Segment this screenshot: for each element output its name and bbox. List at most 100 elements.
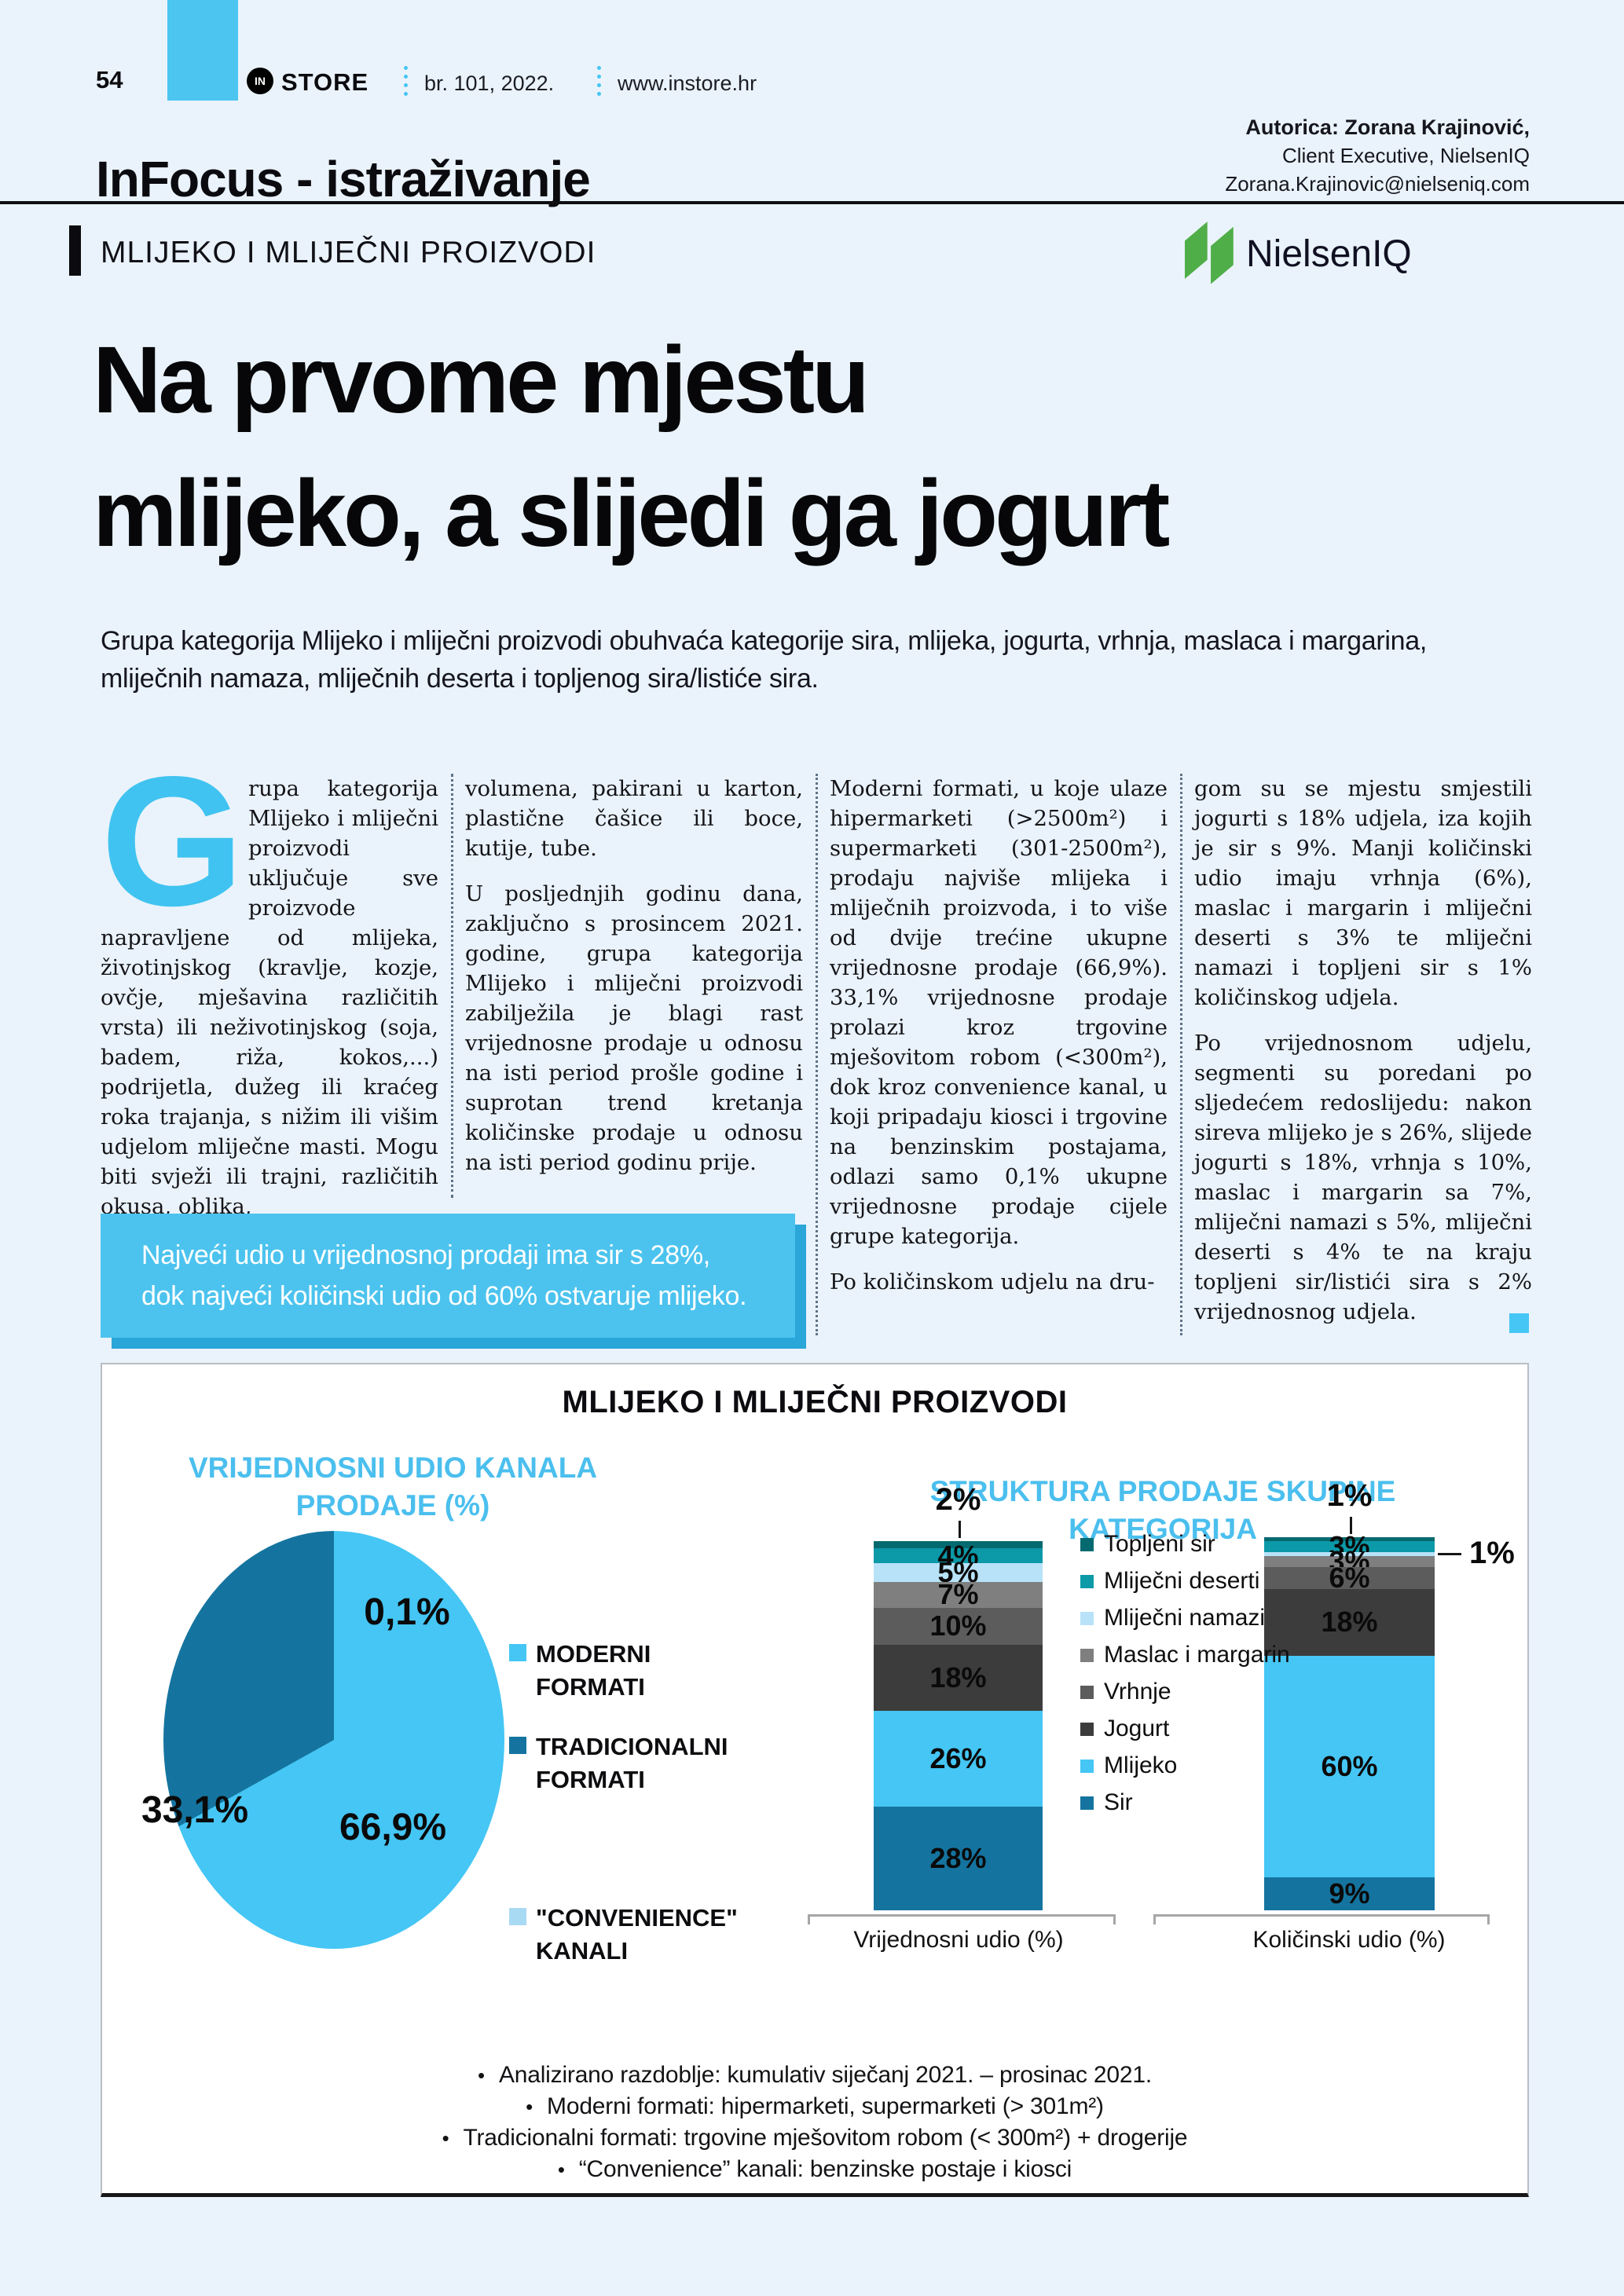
header-rule xyxy=(0,201,1624,204)
bullet-icon: • xyxy=(478,2063,485,2087)
instore-brand: STORE xyxy=(281,68,369,96)
bar-segment: 26% xyxy=(874,1711,1043,1807)
x-axis-label-kolicinski: Količinski udio (%) xyxy=(1252,1927,1446,1953)
website-url: www.instore.hr xyxy=(618,71,757,95)
chart-panel-title: MLIJEKO I MLIJEČNI PROIZVODI xyxy=(562,1385,1068,1419)
bar-segment xyxy=(1264,1537,1435,1542)
footnote-text: Analizirano razdoblje: kumulativ siječan… xyxy=(498,2062,1152,2088)
bar-segment-label: 9% xyxy=(1329,1877,1370,1910)
pull-quote-box: Najveći udio u vrijednosnoj prodaji ima … xyxy=(101,1214,795,1338)
bar-segment: 18% xyxy=(1264,1589,1435,1656)
legend-swatch-icon xyxy=(1080,1685,1094,1699)
bar-legend-item: Jogurt xyxy=(1080,1716,1290,1742)
bar-segment-label: 7% xyxy=(937,1578,979,1611)
legend-label: Vrhnje xyxy=(1104,1679,1171,1705)
issue-number: br. 101, 2022. xyxy=(424,71,555,95)
footnote-text: Tradicionalni formati: trgovine mješovit… xyxy=(463,2125,1188,2151)
x-axis-label-vrijednosni: Vrijednosni udio (%) xyxy=(853,1927,1064,1953)
paragraph: Moderni formati, u koje ulaze hipermarke… xyxy=(830,776,1168,1249)
bar-segment-label: 18% xyxy=(1321,1606,1378,1639)
bar-segment-label: 5% xyxy=(937,1555,979,1588)
bar-legend-item: Vrhnje xyxy=(1080,1679,1290,1705)
bar-legend-item: Mlijeko xyxy=(1080,1752,1290,1779)
paragraph: Po količinskom udjelu na dru- xyxy=(830,1269,1155,1294)
bar-legend: Topljeni sir Mliječni deserti Mliječni nam… xyxy=(1080,1531,1290,1826)
drop-cap: G xyxy=(101,738,244,944)
bar-legend-item: Sir xyxy=(1080,1789,1290,1816)
legend-label: TRADICIONALNI FORMATI xyxy=(536,1733,728,1793)
pie-legend: MODERNI FORMATI TRADICIONALNI FORMATI "CON… xyxy=(509,1638,738,1994)
kicker-bar xyxy=(69,225,81,276)
instore-logo-mark-label: IN xyxy=(255,75,266,87)
column-divider xyxy=(816,774,818,1335)
bullet-icon: • xyxy=(557,2158,565,2181)
bar-segment-label: 18% xyxy=(929,1661,987,1694)
body-column-3: Moderni formati, u koje ulaze hipermarke… xyxy=(830,774,1168,1355)
legend-swatch-icon xyxy=(1080,1574,1094,1588)
author-block: Autorica: Zorana Krajinović, Client Exec… xyxy=(1225,113,1530,198)
legend-label: "CONVENIENCE" KANALI xyxy=(536,1904,738,1965)
pie-legend-item: TRADICIONALNI FORMATI xyxy=(509,1730,729,1796)
callout-line xyxy=(958,1521,961,1539)
paragraph: U posljednjih godinu dana, zaključno s p… xyxy=(465,881,803,1175)
legend-swatch-icon xyxy=(1080,1648,1094,1662)
bar-segment-label: 6% xyxy=(1329,1562,1370,1595)
legend-swatch-icon xyxy=(1080,1796,1094,1810)
article-headline: Na prvome mjestu mlijeko, a slijedi ga j… xyxy=(93,313,1170,580)
headline-line-2: mlijeko, a slijedi ga jogurt xyxy=(93,460,1170,566)
bar-stack: 2% 4% 5% 7% 10% 18% 26% 28% xyxy=(874,1482,1043,1910)
bar-top-label: 2% xyxy=(935,1482,981,1518)
bar-segment: 6% xyxy=(1264,1562,1435,1595)
header-dotted-separator xyxy=(404,66,408,96)
footnote-text: “Convenience” kanali: benzinske postaje … xyxy=(578,2156,1072,2182)
bar-segment-label: 26% xyxy=(929,1742,987,1775)
bar-top-label: 1% xyxy=(1326,1478,1373,1514)
footnote: • Moderni formati: hipermarketi, supermar… xyxy=(102,2091,1527,2122)
bar-stack: 1% 3% 1% 3% 6% 18% 60% 9% xyxy=(1264,1478,1515,1910)
instore-logo-icon: IN xyxy=(247,68,273,94)
legend-swatch-icon xyxy=(1080,1611,1094,1625)
bar-segment-label: 60% xyxy=(1321,1749,1378,1782)
bar-segment xyxy=(874,1541,1043,1549)
article-lead: Grupa kategorija Mlijeko i mliječni proi… xyxy=(101,626,1428,694)
body-column-4: gom su se mjestu smjestili jogurti s 18%… xyxy=(1194,774,1532,1355)
chart-panel: MLIJEKO I MLIJEČNI PROIZVODI VRIJEDNOSNI… xyxy=(101,1363,1529,2197)
bar-segment: 10% xyxy=(874,1607,1043,1645)
pie-value-moderni: 66,9% xyxy=(339,1807,447,1848)
bar-segment: 5% xyxy=(874,1558,1043,1586)
paragraph: Po vrijednosnom udjelu, segmenti su pore… xyxy=(1194,1031,1532,1324)
x-axis-left xyxy=(808,1914,1116,1924)
footnote: • “Convenience” kanali: benzinske postaje… xyxy=(102,2154,1527,2185)
footnote: • Analizirano razdoblje: kumulativ siječa… xyxy=(102,2060,1527,2091)
callout-line xyxy=(1438,1553,1461,1555)
bar-legend-item: Mliječni deserti xyxy=(1080,1568,1290,1595)
page-number: 54 xyxy=(96,66,123,93)
bar-legend-item: Mliječni namazi xyxy=(1080,1605,1290,1631)
legend-swatch-icon xyxy=(509,1737,526,1754)
header-dotted-separator xyxy=(597,66,601,96)
bar-chart-title: STRUKTURA PRODAJE SKUPINE KATEGORIJA xyxy=(929,1475,1396,1545)
author-email: Zorana.Krajinovic@nielseniq.com xyxy=(1225,172,1530,196)
paragraph: rupa kategorija Mlijeko i mliječni proiz… xyxy=(101,776,438,1219)
bullet-icon: • xyxy=(526,2095,533,2118)
pie-value-convenience: 0,1% xyxy=(364,1591,450,1633)
legend-label: Mlijeko xyxy=(1104,1752,1178,1778)
chart-footnotes: • Analizirano razdoblje: kumulativ siječa… xyxy=(102,2060,1527,2185)
nielseniq-logo: NielsenIQ xyxy=(1185,222,1412,286)
legend-swatch-icon xyxy=(509,1644,526,1661)
bar-legend-item: Topljeni sir xyxy=(1080,1531,1290,1558)
nielseniq-logo-icon xyxy=(1185,222,1234,284)
column-divider xyxy=(451,774,453,1198)
nielseniq-logo-text: NielsenIQ xyxy=(1246,233,1412,275)
bar-segment xyxy=(1264,1552,1435,1556)
legend-swatch-icon xyxy=(1080,1759,1094,1773)
bar-segment: 9% xyxy=(1264,1877,1435,1910)
bar-segment: 18% xyxy=(874,1644,1043,1712)
pie-legend-item: "CONVENIENCE" KANALI xyxy=(509,1902,738,1968)
pie-value-tradicionalni: 33,1% xyxy=(141,1789,249,1831)
column-divider xyxy=(1180,774,1182,1335)
bar-segment: 7% xyxy=(874,1578,1043,1611)
legend-label: Maslac i margarin xyxy=(1104,1642,1290,1668)
